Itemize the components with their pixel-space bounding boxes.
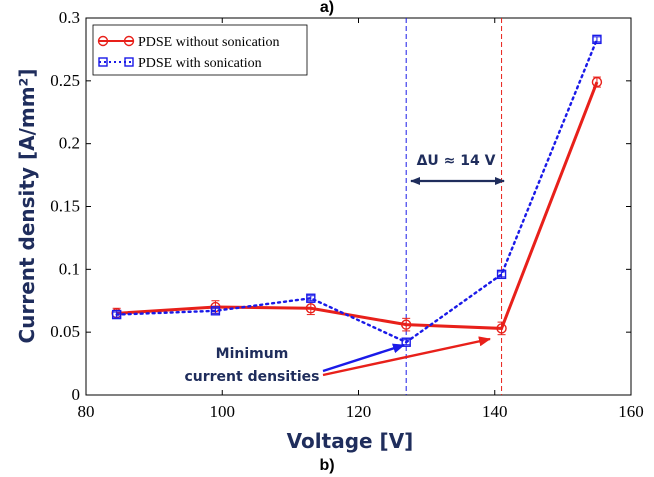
x-tick-label: 160 xyxy=(618,402,644,421)
legend-swatch-blue-marker-right xyxy=(124,57,134,67)
y-tick-label: 0.3 xyxy=(59,8,80,27)
y-tick-label: 0.2 xyxy=(59,134,80,153)
minimum-arrow-blue xyxy=(322,343,405,373)
x-tick-label: 120 xyxy=(346,402,372,421)
minimum-label-line2: current densities xyxy=(184,369,319,385)
series-with-sonication xyxy=(111,34,602,347)
data-point xyxy=(210,306,221,316)
data-point xyxy=(400,319,412,330)
data-point xyxy=(496,269,507,280)
data-point xyxy=(111,309,122,320)
y-tick-label: 0 xyxy=(72,385,81,404)
x-tick-label: 100 xyxy=(210,402,236,421)
minimum-label-line1: Minimum xyxy=(216,346,289,362)
x-tick-label: 80 xyxy=(78,402,95,421)
series-line xyxy=(116,81,599,330)
data-point xyxy=(306,293,316,303)
legend: PDSE without sonication PDSE with sonica… xyxy=(92,24,308,76)
y-axis-title: Current density [A/mm²] xyxy=(15,69,39,344)
series-line xyxy=(115,38,599,344)
legend-swatch-red-marker-left xyxy=(97,35,109,47)
y-tick-label: 0.1 xyxy=(59,259,80,278)
x-axis-title: Voltage [V] xyxy=(287,429,414,453)
axis-ticks: 80 100 120 140 160 0 0.05 0.1 0.15 0.2 0.25 0.3 xyxy=(50,8,644,421)
data-point xyxy=(496,323,507,334)
data-point xyxy=(401,337,411,347)
y-tick-label: 0.15 xyxy=(50,197,80,216)
data-point xyxy=(592,34,602,45)
series-layer xyxy=(111,34,603,347)
series-without-sonication xyxy=(111,76,603,336)
legend-swatch-red-marker-right xyxy=(123,35,135,47)
minimum-arrow-red xyxy=(322,336,491,377)
data-point xyxy=(305,303,317,314)
y-tick-label: 0.05 xyxy=(50,322,80,341)
data-point xyxy=(591,76,603,88)
plot-area xyxy=(85,17,632,396)
legend-label-red: PDSE without sonication xyxy=(138,35,280,50)
delta-u-label: ΔU ≈ 14 V xyxy=(417,153,496,169)
y-tick-label: 0.25 xyxy=(50,71,80,90)
panel-label-bottom: b) xyxy=(319,457,334,474)
legend-swatch-blue-marker-left xyxy=(98,57,108,67)
legend-label-blue: PDSE with sonication xyxy=(138,56,262,71)
x-tick-label: 140 xyxy=(482,402,508,421)
panel-label-top: a) xyxy=(320,0,334,16)
